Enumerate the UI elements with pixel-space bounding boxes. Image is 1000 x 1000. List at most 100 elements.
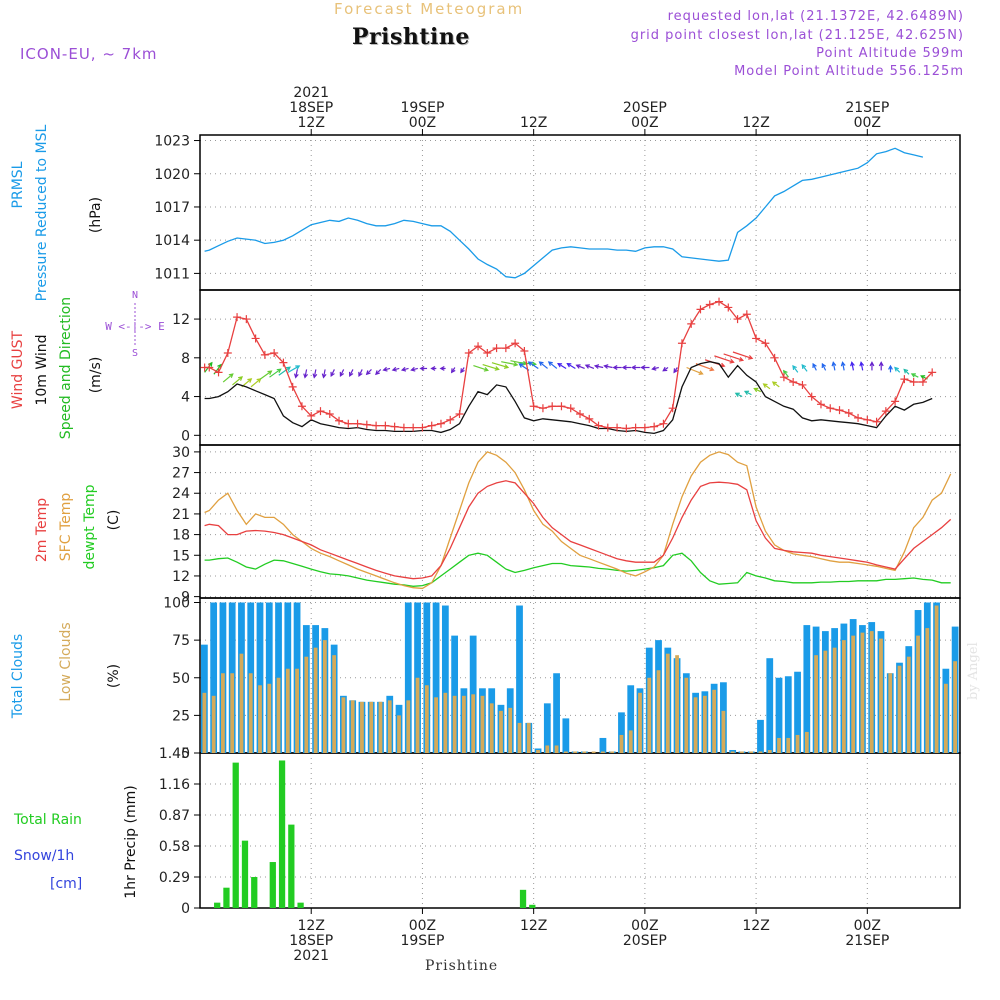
wind-arrow-head xyxy=(709,366,715,372)
wind-arrow-head xyxy=(903,368,909,374)
x-tick-label-top: 19SEP xyxy=(400,100,444,116)
wind-arrow-head xyxy=(698,370,704,375)
wind-arrow-head xyxy=(621,365,627,370)
gust-marker xyxy=(325,410,334,418)
wind-arrow-head xyxy=(400,366,407,372)
low-cloud-bar xyxy=(647,677,652,753)
gust-marker xyxy=(307,411,316,420)
wind-arrow xyxy=(222,373,234,383)
wind-arrow-head xyxy=(439,366,445,371)
wind-gust-label: Wind GUST xyxy=(10,330,26,409)
wind-arrow xyxy=(783,370,790,378)
pressure-label-2: Pressure Reduced to MSL xyxy=(34,124,50,301)
wind-arrow xyxy=(576,364,585,370)
pressure-label-1: PRMSL xyxy=(10,161,26,208)
wind-arrow-head xyxy=(566,363,572,368)
y-tick-label: 21 xyxy=(172,507,190,523)
wind-arrow-head xyxy=(365,370,371,376)
y-tick-label: 1.16 xyxy=(159,777,190,793)
precip-bar xyxy=(297,902,304,908)
gust-marker xyxy=(538,404,547,413)
wind-arrow-head xyxy=(321,373,327,379)
gust-marker xyxy=(511,339,520,348)
total-cloud-bar xyxy=(423,602,431,753)
precip-bar xyxy=(288,824,295,908)
gust-marker xyxy=(455,410,464,418)
low-cloud-bar xyxy=(804,731,809,753)
y-tick-label: 1014 xyxy=(154,233,190,249)
y-tick-label: 0.87 xyxy=(159,808,190,824)
wind-arrow-head xyxy=(237,376,244,381)
total-cloud-bar xyxy=(210,602,218,753)
wind-arrow-head xyxy=(910,373,916,378)
wind-arrow-head xyxy=(348,371,354,377)
wind-arrow-head xyxy=(518,363,524,368)
point-altitude: Point Altitude 599m xyxy=(816,46,964,61)
wind-arrow-head xyxy=(293,373,299,379)
y-tick-label: 4 xyxy=(181,390,190,406)
low-cloud-bar xyxy=(545,745,550,753)
gust-marker xyxy=(696,305,705,314)
wind-arrow xyxy=(686,366,703,375)
wind-arrow xyxy=(519,362,536,365)
rain-label: Total Rain xyxy=(13,812,82,828)
low-cloud-bar xyxy=(471,694,476,753)
x-tick-label-top: 18SEP xyxy=(289,100,333,116)
wind-arrow xyxy=(860,362,864,371)
panel-frame-temperature xyxy=(199,444,961,599)
wind-arrow-head xyxy=(410,366,416,372)
gust-marker xyxy=(548,402,557,411)
gust-marker xyxy=(205,363,214,372)
wind-arrow xyxy=(763,383,771,390)
wind-arrow xyxy=(287,365,300,373)
gust-marker xyxy=(427,421,436,430)
precip-bar xyxy=(241,840,249,908)
wind-arrow-head xyxy=(831,361,837,367)
wind-arrow-head xyxy=(840,361,846,367)
gust-marker xyxy=(446,415,455,424)
y-tick-label: 1023 xyxy=(154,134,190,150)
x-tick-label-bottom: 00Z xyxy=(854,918,881,934)
gust-marker xyxy=(650,422,659,431)
low-cloud-bar xyxy=(526,722,531,753)
requested-location: requested lon,lat (21.1372E, 42.6489N) xyxy=(667,9,964,24)
gust-marker xyxy=(928,368,937,377)
wind-arrow xyxy=(548,361,558,369)
total-cloud-bar xyxy=(404,602,412,753)
total-cloud-bar xyxy=(775,677,783,753)
gust-marker xyxy=(909,378,918,387)
wind-arrow-head xyxy=(859,361,865,367)
low-cloud-bar xyxy=(341,697,346,753)
x-tick-label-top: 00Z xyxy=(631,115,658,131)
credit-watermark: by Angel xyxy=(966,642,981,700)
total-cloud-bar xyxy=(618,712,625,753)
gust-marker xyxy=(399,423,408,432)
low-cloud-bar xyxy=(332,655,337,753)
snow-unit: [cm] xyxy=(50,876,82,892)
y-tick-label: 0 xyxy=(181,901,190,917)
wind-speed-label: 10m Wind xyxy=(34,334,50,405)
x-tick-label-bottom: 12Z xyxy=(298,918,325,934)
low-cloud-bar xyxy=(508,707,513,753)
gust-marker xyxy=(585,414,594,423)
low-cloud-bar xyxy=(675,655,679,753)
low-cloud-bar xyxy=(573,751,577,753)
low-cloud-bar xyxy=(795,734,800,753)
low-cloud-bar xyxy=(202,692,207,753)
wind-arrow-head xyxy=(494,366,500,371)
low-clouds-label: Low Clouds xyxy=(58,622,74,701)
temp-unit: (C) xyxy=(106,510,122,531)
wind-arrow xyxy=(604,365,613,369)
gust-marker xyxy=(752,334,761,343)
gust-marker xyxy=(279,358,288,367)
gust-marker xyxy=(474,342,483,351)
low-cloud-bar xyxy=(591,751,596,753)
total-cloud-bar xyxy=(803,625,811,753)
low-cloud-bar xyxy=(434,697,438,753)
low-cloud-bar xyxy=(925,628,930,753)
total-cloud-bar xyxy=(451,635,459,753)
wind-arrow-head xyxy=(276,368,282,374)
low-cloud-bar xyxy=(869,631,874,753)
wind-arrow-head xyxy=(575,364,581,369)
gust-marker xyxy=(816,400,825,409)
